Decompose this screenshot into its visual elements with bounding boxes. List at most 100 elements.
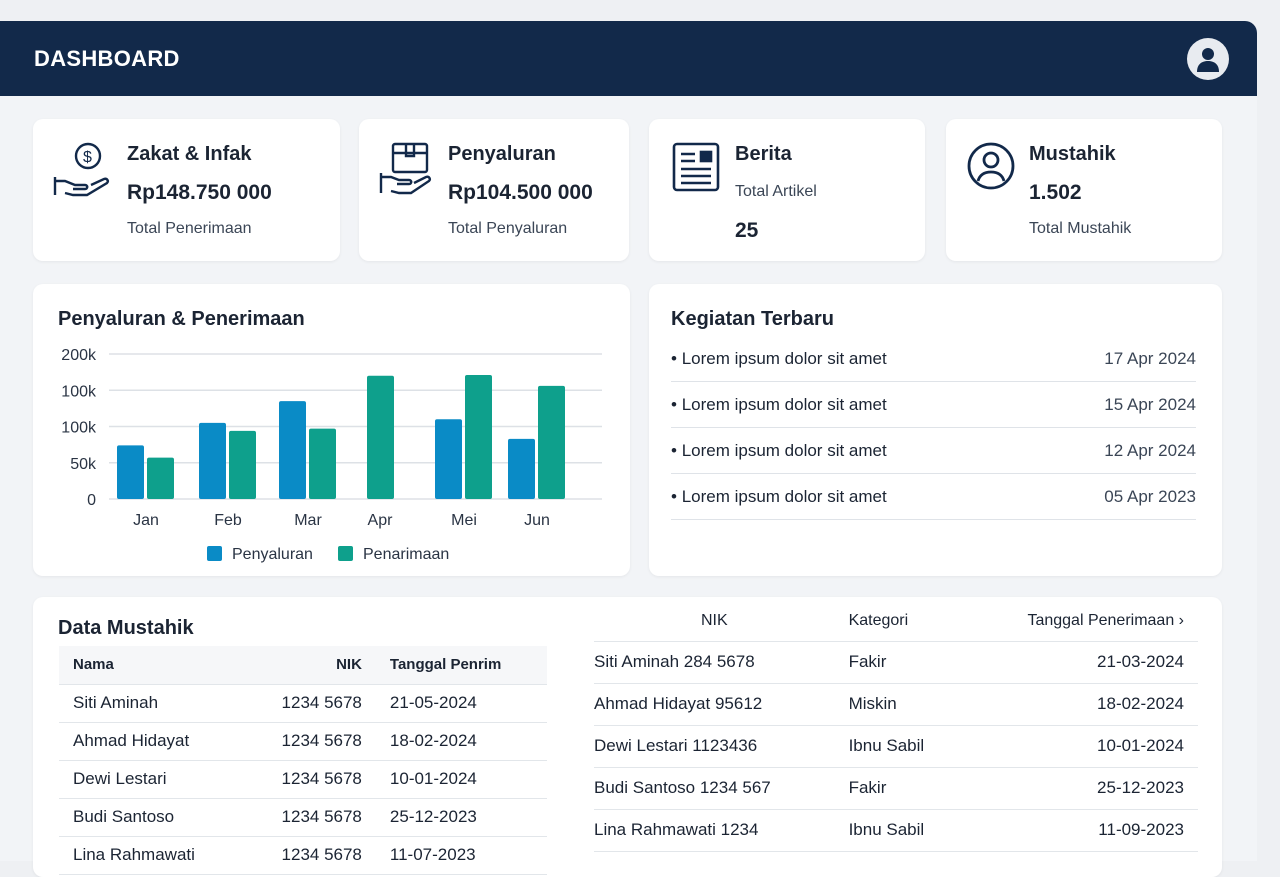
table-header: Nama NIK Tanggal Penrim [59,646,547,685]
bar-penarimaan [229,430,256,499]
table-cell: 25-12-2023 [375,798,547,837]
x-tick-label: Jan [133,512,159,529]
table-cell: 21-05-2024 [375,684,547,723]
svg-text:$: $ [83,149,92,166]
column-header[interactable]: Tanggal Penrim [375,646,547,685]
column-header[interactable]: Nama [59,646,243,685]
user-avatar-button[interactable] [1187,37,1229,80]
stat-value: Rp148.750 000 [127,181,272,204]
column-header[interactable]: Kategori [834,601,966,642]
table-cell: Dewi Lestari 1123436 [594,725,835,768]
table-header: NIK Kategori Tanggal Penerimaan › [594,601,1198,642]
table-cell: 10-01-2024 [965,725,1198,768]
legend-label: Penarimaan [363,546,449,563]
bar-penyaluran [279,401,306,499]
mustahik-title: Data Mustahik [58,617,194,639]
table-cell: Fakir [834,767,966,810]
user-icon [1197,47,1219,72]
activity-item[interactable]: • Lorem ipsum dolor sit amet 15 Apr 2024 [671,382,1196,428]
stat-value: 25 [735,219,759,242]
column-header[interactable]: Tanggal Penerimaan › [965,601,1198,642]
bar-penarimaan [309,428,336,499]
bar-penarimaan [538,385,565,499]
bar-penyaluran [508,438,535,499]
bar-penyaluran [199,422,226,499]
stat-subtitle: Total Artikel [735,183,817,200]
stat-card-penyaluran[interactable]: Penyaluran Rp104.500 000 Total Penyalura… [359,119,629,261]
table-cell: 18-02-2024 [965,683,1198,726]
table-cell: 1234 5678 [242,760,376,799]
column-header[interactable]: NIK [594,601,835,642]
table-row[interactable]: Budi Santoso 1234 567 Fakir 25-12-2023 [594,767,1198,810]
mustahik-table-detail: NIK Kategori Tanggal Penerimaan › Siti Amin… [594,601,1198,852]
x-tick-label: Mar [294,512,322,529]
table-cell: Budi Santoso 1234 567 [594,767,835,810]
stat-card-zakat[interactable]: $ Zakat & Infak Rp148.750 000 Total Pene… [33,119,340,261]
table-row[interactable]: Siti Aminah 1234 5678 21-05-2024 [59,684,547,723]
table-cell: Ibnu Sabil [834,725,966,768]
table-cell: 1234 5678 [242,836,376,875]
table-cell: 18-02-2024 [375,722,547,761]
table-cell: Miskin [834,683,966,726]
activity-date: 17 Apr 2024 [1104,348,1196,368]
table-cell: Dewi Lestari [59,760,243,799]
y-tick-label: 50k [70,456,97,473]
bar-penyaluran [117,445,144,499]
hand-coin-icon: $ [53,142,109,197]
activities-card: Kegiatan Terbaru • Lorem ipsum dolor sit… [649,284,1222,576]
table-cell: 1234 5678 [242,722,376,761]
activity-text: • Lorem ipsum dolor sit amet [671,394,887,414]
activity-text: • Lorem ipsum dolor sit amet [671,440,887,460]
user-circle-icon [967,142,1015,190]
stat-title: Mustahik [1029,143,1116,165]
table-row[interactable]: Siti Aminah 284 5678 Fakir 21-03-2024 [594,641,1198,684]
table-cell: 11-09-2023 [965,809,1198,852]
activity-item[interactable]: • Lorem ipsum dolor sit amet 12 Apr 2024 [671,428,1196,474]
activity-date: 15 Apr 2024 [1104,394,1196,414]
activity-item[interactable]: • Lorem ipsum dolor sit amet 17 Apr 2024 [671,336,1196,382]
table-row[interactable]: Ahmad Hidayat 95612 Miskin 18-02-2024 [594,683,1198,726]
table-cell: Ahmad Hidayat 95612 [594,683,835,726]
mustahik-card: Data Mustahik Nama NIK Tanggal Penrim Siti … [33,597,1222,877]
stat-subtitle: Total Penerimaan [127,220,252,237]
mustahik-table: Nama NIK Tanggal Penrim Siti Aminah 1234 567… [59,646,547,875]
stat-title: Zakat & Infak [127,143,252,165]
table-cell: Fakir [834,641,966,684]
stat-subtitle: Total Mustahik [1029,220,1132,237]
table-row[interactable]: Dewi Lestari 1123436 Ibnu Sabil 10-01-2024 [594,725,1198,768]
bar-penarimaan [465,375,492,499]
stat-value: Rp104.500 000 [448,181,593,204]
bar-penarimaan [147,457,174,499]
bar-chart: 0 50k 100k 100k 200k Jan Feb Mar Apr Mei Jun Penyal… [61,347,602,563]
table-row[interactable]: Ahmad Hidayat 1234 5678 18-02-2024 [59,722,547,761]
stat-card-mustahik[interactable]: Mustahik 1.502 Total Mustahik [946,119,1222,261]
table-cell: 1234 5678 [242,684,376,723]
table-cell: 25-12-2023 [965,767,1198,810]
y-tick-label: 100k [61,420,97,437]
table-row[interactable]: Budi Santoso 1234 5678 25-12-2023 [59,798,547,837]
table-row[interactable]: Dewi Lestari 1234 5678 10-01-2024 [59,760,547,799]
page-title: DASHBOARD [34,45,180,71]
activity-text: • Lorem ipsum dolor sit amet [671,486,887,506]
x-tick-label: Apr [368,512,394,529]
column-header[interactable]: NIK [242,646,376,685]
table-cell: Ibnu Sabil [834,809,966,852]
x-tick-label: Jun [524,512,550,529]
legend-swatch [207,546,222,561]
table-cell: 10-01-2024 [375,760,547,799]
stat-title: Berita [735,143,792,165]
activity-item[interactable]: • Lorem ipsum dolor sit amet 05 Apr 2023 [671,474,1196,520]
stat-card-berita[interactable]: Berita Total Artikel 25 [649,119,925,261]
legend-label: Penyaluran [232,546,313,563]
activities-title: Kegiatan Terbaru [671,308,834,330]
x-tick-label: Mei [451,512,477,529]
activity-text: • Lorem ipsum dolor sit amet [671,348,887,368]
chart-title: Penyaluran & Penerimaan [58,308,305,330]
table-cell: Lina Rahmawati [59,836,243,875]
table-cell: Siti Aminah [59,684,243,723]
table-row[interactable]: Lina Rahmawati 1234 5678 11-07-2023 [59,836,547,875]
legend-swatch [338,546,353,561]
stat-subtitle: Total Penyaluran [448,220,568,237]
table-row[interactable]: Lina Rahmawati 1234 Ibnu Sabil 11-09-2023 [594,809,1198,852]
table-cell: 11-07-2023 [375,836,547,875]
